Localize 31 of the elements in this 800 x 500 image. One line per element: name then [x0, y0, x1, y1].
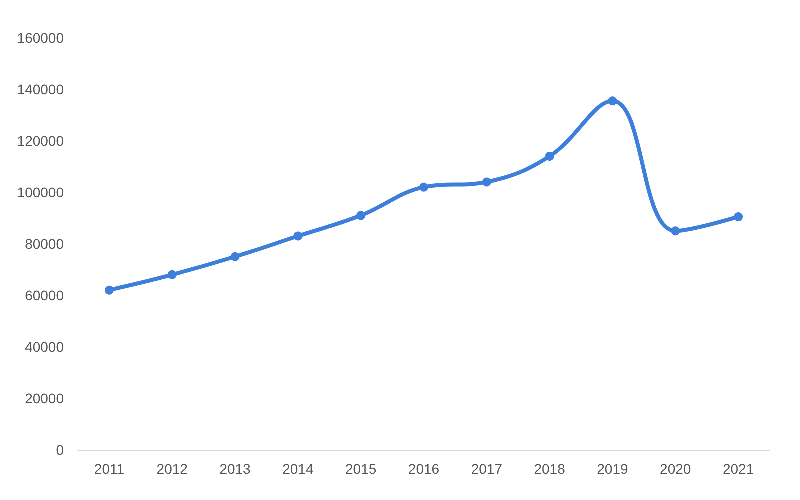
point — [482, 178, 492, 187]
point — [545, 152, 554, 161]
y-tick-label: 0 — [56, 442, 64, 458]
y-tick-label: 20000 — [25, 390, 64, 406]
y-tick-label: 140000 — [17, 82, 64, 98]
point — [104, 286, 114, 295]
point — [294, 232, 303, 241]
x-tick-label: 2015 — [346, 461, 377, 477]
x-tick-label: 2012 — [156, 461, 188, 477]
y-tick-label: 40000 — [25, 339, 64, 355]
point — [230, 252, 240, 262]
x-tick-label: 2013 — [220, 461, 252, 477]
point — [168, 270, 177, 280]
y-tick-label: 60000 — [25, 288, 64, 304]
y-tick-label: 120000 — [17, 133, 64, 149]
x-tick-label: 2011 — [94, 461, 125, 477]
x-tick-label: 2018 — [534, 461, 566, 477]
x-tick-label: 2014 — [282, 461, 314, 477]
y-tick-label: 80000 — [25, 236, 64, 252]
x-tick-label: 2021 — [722, 461, 754, 477]
x-tick-label: 2017 — [471, 461, 503, 477]
x-tick-label: 2019 — [597, 461, 629, 477]
point — [671, 226, 680, 236]
y-tick-label: 160000 — [17, 30, 64, 46]
point — [608, 96, 618, 106]
point — [356, 211, 366, 220]
point — [734, 212, 744, 222]
point — [420, 182, 428, 192]
y-tick-label: 100000 — [17, 184, 64, 200]
x-tick-label: 2020 — [660, 461, 692, 477]
x-tick-label: 2016 — [408, 461, 440, 477]
